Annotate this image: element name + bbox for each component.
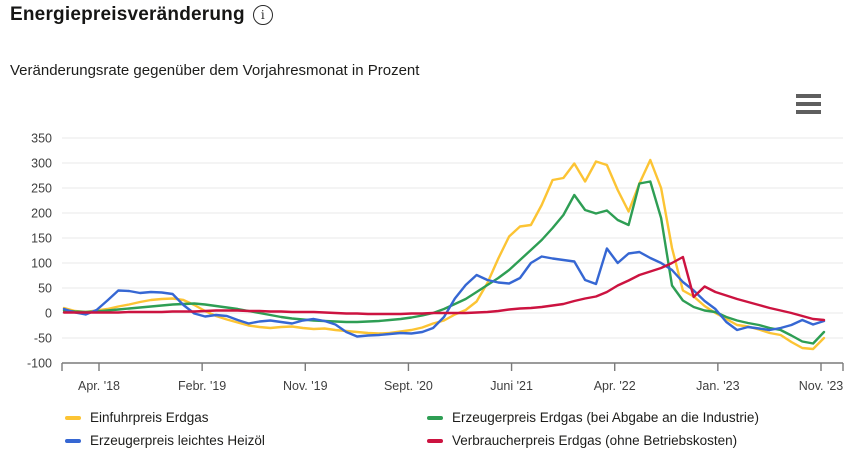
menu-bar: [796, 94, 821, 98]
y-axis-tick-label: -50: [34, 332, 52, 346]
legend-label: Erzeugerpreis Erdgas (bei Abgabe an die …: [452, 410, 759, 425]
x-axis-tick-label: Sept. '20: [384, 379, 433, 393]
y-axis-tick-label: 50: [38, 282, 52, 296]
legend-color-dash-icon: [65, 415, 81, 420]
y-axis-tick-label: 0: [45, 307, 52, 321]
legend-label: Einfuhrpreis Erdgas: [90, 410, 209, 425]
y-axis-tick-label: -100: [27, 357, 52, 371]
x-axis-tick-label: Apr. '18: [78, 379, 120, 393]
y-axis-tick-label: 250: [31, 182, 52, 196]
chart-plot-area: 350 300 250 200 150 100 50 0 -50 -100 Apr. '18 Febr…: [27, 132, 844, 393]
legend-item-erzeugerpreis-leichtes-heiz-l[interactable]: Erzeugerpreis leichtes Heizöl: [65, 433, 427, 448]
x-axis-tick-label: Juni '21: [490, 379, 533, 393]
legend-item-einfuhrpreis-erdgas[interactable]: Einfuhrpreis Erdgas: [65, 410, 427, 425]
page-title: Energiepreisveränderung: [10, 4, 245, 25]
chart-header: Energiepreisveränderung i: [10, 4, 273, 26]
legend-color-dash-icon: [65, 438, 81, 443]
y-axis-tick-label: 300: [31, 157, 52, 171]
chart-subtitle: Veränderungsrate gegenüber dem Vorjahres…: [10, 62, 420, 79]
legend-color-dash-icon: [427, 415, 443, 420]
hamburger-menu-icon[interactable]: [796, 94, 821, 114]
series-line-verbraucherpreis-erdgas-ohne-betriebskosten: [62, 255, 826, 322]
y-axis-tick-label: 150: [31, 232, 52, 246]
menu-bar: [796, 102, 821, 106]
chart-legend: Einfuhrpreis Erdgas Erzeugerpreis Erdgas …: [65, 410, 759, 448]
legend-item-erzeugerpreis-erdgas-bei-abgabe-an-die-industrie[interactable]: Erzeugerpreis Erdgas (bei Abgabe an die …: [427, 410, 759, 425]
legend-label: Verbraucherpreis Erdgas (ohne Betriebsko…: [452, 433, 738, 448]
x-axis-tick-label: Apr. '22: [594, 379, 636, 393]
y-axis-tick-label: 350: [31, 132, 52, 146]
series-line-erzeugerpreis-leichtes-heiz-l: [62, 247, 826, 338]
x-axis-tick-label: Nov. '19: [283, 379, 328, 393]
legend-item-verbraucherpreis-erdgas-ohne-betriebskosten[interactable]: Verbraucherpreis Erdgas (ohne Betriebsko…: [427, 433, 759, 448]
series-line-erzeugerpreis-erdgas-bei-abgabe-an-die-industrie: [62, 180, 826, 345]
legend-color-dash-icon: [427, 438, 443, 443]
info-circle-icon[interactable]: i: [252, 5, 273, 25]
x-axis-tick-label: Nov. '23: [799, 379, 844, 393]
y-axis-tick-label: 200: [31, 207, 52, 221]
x-axis-tick-label: Jan. '23: [696, 379, 739, 393]
x-axis-tick-label: Febr. '19: [178, 379, 226, 393]
y-axis-tick-label: 100: [31, 257, 52, 271]
legend-label: Erzeugerpreis leichtes Heizöl: [90, 433, 265, 448]
menu-bar: [796, 110, 821, 114]
